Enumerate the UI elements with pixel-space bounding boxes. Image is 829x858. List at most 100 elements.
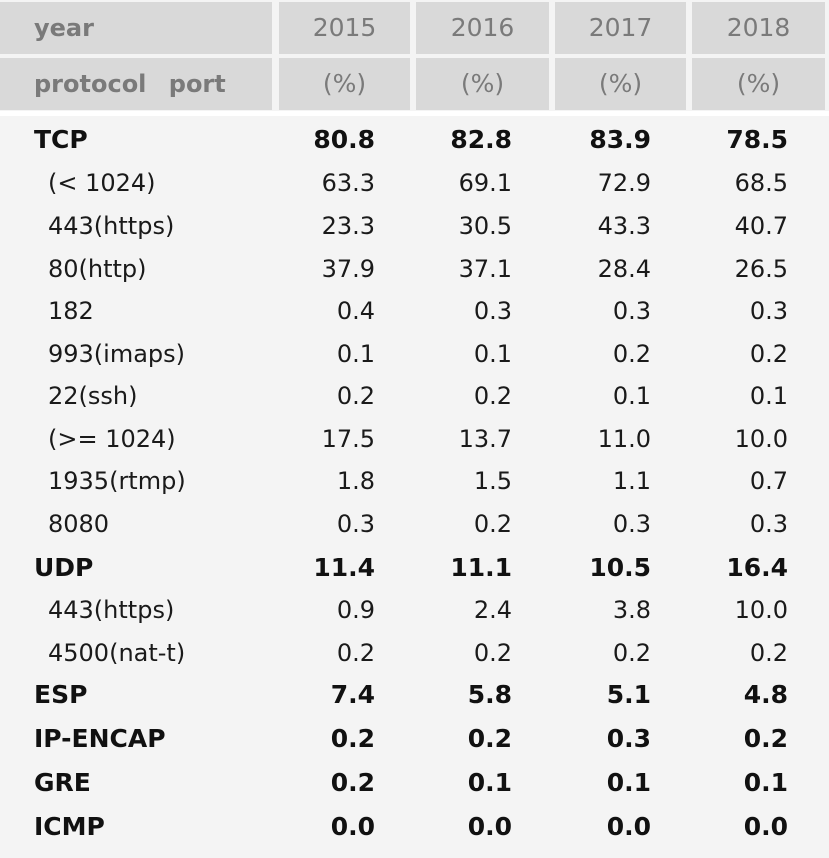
- value-cell-2015: 37.9: [321, 255, 375, 283]
- value-cell-2018: 0.1: [743, 767, 788, 797]
- value-cell-2018: 78.5: [726, 124, 788, 154]
- value-cell-2015: 0.2: [330, 767, 375, 797]
- value-cell-2018: 0.3: [749, 297, 788, 325]
- row-label: TCP: [34, 124, 88, 154]
- value-cell-2017: 0.3: [612, 510, 651, 538]
- value-cell-2018: 10.0: [734, 425, 788, 453]
- table-row: 4500(nat-t) 0.2 0.2 0.2 0.2: [0, 633, 829, 673]
- table-row: ICMP 0.0 0.0 0.0 0.0: [0, 805, 829, 847]
- year-label: year: [0, 2, 272, 54]
- row-label: 993(imaps): [48, 340, 186, 368]
- row-label: 443(https): [48, 596, 175, 624]
- row-label: 443(https): [48, 212, 175, 240]
- value-cell-2017: 0.1: [606, 767, 651, 797]
- value-cell-2015: 0.2: [336, 382, 375, 410]
- value-cell-2016: 69.1: [458, 169, 512, 197]
- value-cell-2015: 0.2: [330, 723, 375, 753]
- value-cell-2018: 68.5: [734, 169, 788, 197]
- value-cell-2017: 3.8: [612, 596, 651, 624]
- protocol-label: protocol: [34, 70, 147, 98]
- unit-2017: (%): [555, 58, 686, 110]
- table-row: GRE 0.2 0.1 0.1 0.1: [0, 761, 829, 803]
- value-cell-2016: 37.1: [458, 255, 512, 283]
- value-cell-2018: 0.2: [749, 639, 788, 667]
- header-row-year: year 2015 2016 2017 2018: [0, 2, 829, 54]
- value-cell-2018: 4.8: [743, 679, 788, 709]
- value-cell-2017: 1.1: [612, 467, 651, 495]
- value-cell-2017: 72.9: [597, 169, 651, 197]
- value-cell-2015: 80.8: [313, 124, 375, 154]
- row-label: 1935(rtmp): [48, 467, 186, 495]
- row-label: (>= 1024): [48, 425, 176, 453]
- year-2015: 2015: [279, 2, 410, 54]
- value-cell-2018: 40.7: [734, 212, 788, 240]
- value-cell-2017: 43.3: [597, 212, 651, 240]
- value-cell-2015: 7.4: [330, 679, 375, 709]
- value-cell-2018: 26.5: [734, 255, 788, 283]
- value-cell-2017: 0.3: [612, 297, 651, 325]
- table-row: ESP 7.4 5.8 5.1 4.8: [0, 673, 829, 715]
- value-cell-2017: 0.2: [612, 340, 651, 368]
- unit-2015: (%): [279, 58, 410, 110]
- value-cell-2015: 17.5: [321, 425, 375, 453]
- value-cell-2015: 1.8: [336, 467, 375, 495]
- value-cell-2015: 11.4: [313, 552, 375, 582]
- unit-2018: (%): [692, 58, 825, 110]
- table-row: (>= 1024) 17.5 13.7 11.0 10.0: [0, 419, 829, 459]
- value-cell-2017: 0.0: [606, 811, 651, 841]
- value-cell-2017: 11.0: [597, 425, 651, 453]
- value-cell-2015: 0.4: [336, 297, 375, 325]
- value-cell-2016: 1.5: [473, 467, 512, 495]
- value-cell-2015: 23.3: [321, 212, 375, 240]
- value-cell-2017: 10.5: [589, 552, 651, 582]
- value-cell-2016: 0.1: [467, 767, 512, 797]
- row-label: UDP: [34, 552, 94, 582]
- table-row: 993(imaps) 0.1 0.1 0.2 0.2: [0, 334, 829, 374]
- protocol-port-label: protocol port: [0, 58, 272, 110]
- header-divider: [0, 111, 829, 116]
- table-row: IP-ENCAP 0.2 0.2 0.3 0.2: [0, 717, 829, 759]
- table-row: 182 0.4 0.3 0.3 0.3: [0, 291, 829, 331]
- table-row: (< 1024) 63.3 69.1 72.9 68.5: [0, 163, 829, 203]
- row-label: 8080: [48, 510, 110, 538]
- value-cell-2018: 16.4: [726, 552, 788, 582]
- value-cell-2016: 30.5: [458, 212, 512, 240]
- unit-2016: (%): [416, 58, 549, 110]
- value-cell-2015: 0.0: [330, 811, 375, 841]
- table-row: UDP 11.4 11.1 10.5 16.4: [0, 546, 829, 588]
- value-cell-2016: 0.0: [467, 811, 512, 841]
- value-cell-2017: 0.3: [606, 723, 651, 753]
- header-row-units: protocol port (%) (%) (%) (%): [0, 58, 829, 110]
- row-label: GRE: [34, 767, 91, 797]
- value-cell-2018: 0.1: [749, 382, 788, 410]
- table-row: 443(https) 23.3 30.5 43.3 40.7: [0, 206, 829, 246]
- value-cell-2015: 0.1: [336, 340, 375, 368]
- row-label: 80(http): [48, 255, 147, 283]
- port-label: port: [168, 70, 226, 98]
- value-cell-2018: 10.0: [734, 596, 788, 624]
- year-2018: 2018: [692, 2, 825, 54]
- value-cell-2015: 0.2: [336, 639, 375, 667]
- value-cell-2016: 0.2: [467, 723, 512, 753]
- value-cell-2015: 63.3: [321, 169, 375, 197]
- value-cell-2016: 11.1: [450, 552, 512, 582]
- value-cell-2017: 83.9: [589, 124, 651, 154]
- table-row: 443(https) 0.9 2.4 3.8 10.0: [0, 590, 829, 630]
- row-label: ESP: [34, 679, 88, 709]
- value-cell-2016: 0.2: [473, 382, 512, 410]
- value-cell-2016: 5.8: [467, 679, 512, 709]
- value-cell-2015: 0.9: [336, 596, 375, 624]
- row-label: 182: [48, 297, 94, 325]
- value-cell-2017: 0.1: [612, 382, 651, 410]
- table-row: 8080 0.3 0.2 0.3 0.3: [0, 504, 829, 544]
- table-row: 80(http) 37.9 37.1 28.4 26.5: [0, 249, 829, 289]
- table-row: TCP 80.8 82.8 83.9 78.5: [0, 118, 829, 160]
- value-cell-2016: 0.2: [473, 510, 512, 538]
- value-cell-2016: 13.7: [458, 425, 512, 453]
- value-cell-2016: 82.8: [450, 124, 512, 154]
- row-label: 22(ssh): [48, 382, 138, 410]
- row-label: ICMP: [34, 811, 105, 841]
- value-cell-2018: 0.7: [749, 467, 788, 495]
- table-row: 22(ssh) 0.2 0.2 0.1 0.1: [0, 376, 829, 416]
